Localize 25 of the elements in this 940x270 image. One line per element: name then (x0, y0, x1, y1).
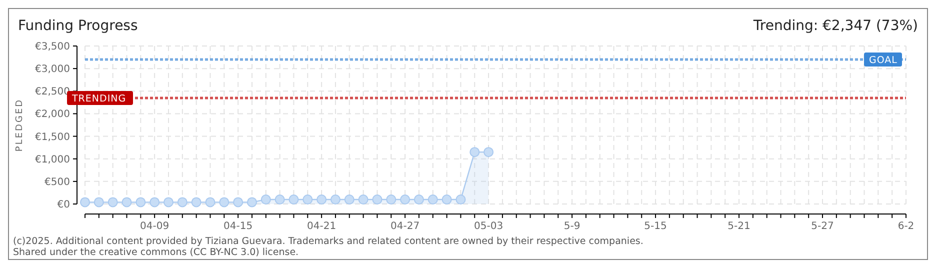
x-tick-label: 5-27 (811, 221, 834, 232)
y-tick-label: €1,000 (35, 154, 70, 166)
x-tick-label: 04-15 (224, 221, 253, 232)
x-tick-label: 5-9 (564, 221, 580, 232)
chart-title: Funding Progress (18, 18, 138, 34)
y-tick-label: €3,500 (35, 42, 70, 52)
ref-line-label: TRENDING (71, 93, 126, 104)
y-axis-title: PLEDGED (15, 98, 25, 152)
y-tick-label: €2,500 (35, 86, 70, 98)
x-tick-label: 04-09 (140, 221, 170, 232)
y-tick-label: €0 (57, 200, 70, 210)
x-tick-label: 05-03 (474, 221, 504, 232)
ref-line-label: GOAL (869, 54, 898, 66)
y-tick-label: €500 (44, 176, 70, 188)
y-tick-label: €3,000 (35, 64, 70, 76)
text: Shared under the creative commons (CC BY-NC 3.0) license. (13, 247, 299, 258)
y-tick-label: €2,000 (35, 109, 70, 120)
x-tick-label: 5-21 (728, 221, 750, 232)
x-tick-label: 04-27 (390, 221, 420, 232)
x-tick-label: 5-15 (644, 221, 667, 232)
text: (c)2025. Additional content provided by Tiziana Guevara. Trademarks and related content are owned by their respective companies. (13, 236, 644, 247)
x-tick-label: 6-2 (898, 221, 914, 232)
x-tick-label: 04-21 (307, 221, 336, 232)
y-tick-label: €1,500 (35, 132, 70, 143)
chart-subtitle: Trending: €2,347 (73%) (752, 18, 918, 34)
